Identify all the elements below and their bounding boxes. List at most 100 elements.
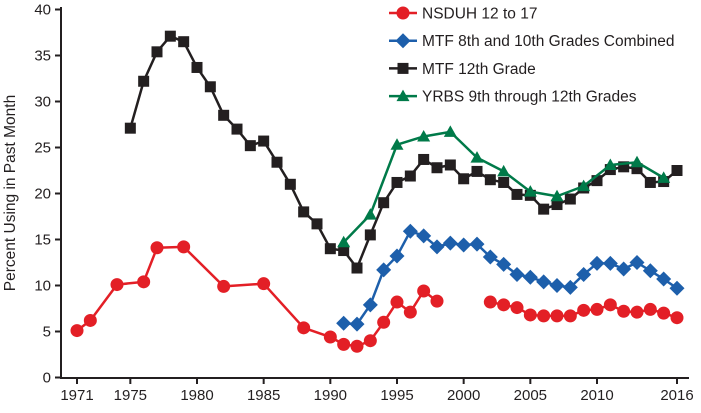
data-point-square xyxy=(564,193,576,205)
data-point-diamond xyxy=(442,235,458,251)
data-point-square xyxy=(271,156,283,168)
data-point-diamond xyxy=(549,278,565,293)
data-point-triangle xyxy=(577,179,591,192)
data-point-circle xyxy=(590,302,604,316)
y-tick-label: 25 xyxy=(34,140,51,157)
data-point-diamond xyxy=(482,249,498,265)
data-point-diamond xyxy=(616,261,632,277)
data-point-circle xyxy=(417,284,431,298)
data-point-diamond xyxy=(336,315,352,331)
data-point-circle xyxy=(110,278,124,292)
data-point-triangle xyxy=(603,158,617,170)
y-tick-label: 30 xyxy=(34,94,51,111)
data-point-triangle xyxy=(550,189,564,202)
data-point-triangle xyxy=(390,138,404,150)
data-point-circle xyxy=(323,330,337,344)
legend-label: MTF 8th and 10th Grades Combined xyxy=(422,33,674,50)
y-tick-label: 15 xyxy=(34,232,51,249)
data-point-triangle xyxy=(657,171,671,183)
legend-item: YRBS 9th through 12th Grades xyxy=(389,89,637,106)
data-point-circle xyxy=(430,294,444,308)
data-point-square xyxy=(311,218,323,230)
data-point-diamond xyxy=(456,237,472,253)
y-tick-label: 35 xyxy=(34,48,51,65)
data-point-diamond xyxy=(669,280,685,296)
data-point-square xyxy=(397,62,409,74)
y-tick-label: 40 xyxy=(34,2,51,19)
data-point-square xyxy=(151,46,163,58)
data-point-diamond xyxy=(642,263,658,279)
data-point-diamond xyxy=(376,262,392,278)
x-tick-label: 1985 xyxy=(247,387,280,404)
data-point-diamond xyxy=(362,297,378,313)
x-tick-label: 1980 xyxy=(180,387,213,404)
data-point-circle xyxy=(350,339,364,353)
axes: 0 5 10 15 20 25 30 35 40 1971 1975 1980 1985 1990 1995… xyxy=(34,2,693,405)
x-tick-label: 2016 xyxy=(660,387,693,404)
y-tick-label: 0 xyxy=(43,370,51,387)
data-point-square xyxy=(231,123,243,135)
legend-label: MTF 12th Grade xyxy=(422,61,536,78)
x-tick-label: 1971 xyxy=(60,387,93,404)
series-line xyxy=(75,245,439,348)
data-point-diamond xyxy=(536,274,552,290)
data-point-circle xyxy=(510,301,524,315)
data-point-circle xyxy=(670,311,684,325)
data-point-square xyxy=(631,163,643,175)
data-point-square xyxy=(244,140,256,152)
data-point-circle xyxy=(337,337,351,351)
legend: NSDUH 12 to 17 MTF 8th and 10th Grades Co… xyxy=(389,6,674,106)
legend-label: NSDUH 12 to 17 xyxy=(422,6,537,23)
data-point-square xyxy=(164,30,176,42)
data-point-diamond xyxy=(402,223,418,239)
data-point-circle xyxy=(550,309,564,323)
data-point-square xyxy=(324,243,336,255)
series-circle xyxy=(70,240,684,353)
data-point-square xyxy=(204,81,216,93)
data-point-diamond xyxy=(629,255,645,270)
legend-item: NSDUH 12 to 17 xyxy=(389,6,537,23)
legend-item: MTF 12th Grade xyxy=(389,61,536,78)
data-point-circle xyxy=(177,240,191,254)
y-tick-label: 10 xyxy=(34,278,51,295)
data-point-circle xyxy=(70,324,84,338)
data-point-circle xyxy=(483,295,497,309)
data-point-diamond xyxy=(389,248,405,264)
data-point-square xyxy=(191,61,203,73)
data-point-square xyxy=(298,206,310,218)
data-point-square xyxy=(378,197,390,209)
data-point-triangle xyxy=(497,164,511,177)
x-tick-label: 2010 xyxy=(580,387,613,404)
x-tick-label: 1975 xyxy=(114,387,147,404)
data-point-triangle xyxy=(630,155,644,168)
data-point-circle xyxy=(363,334,377,348)
data-point-circle xyxy=(377,315,391,329)
x-tick-label: 2005 xyxy=(514,387,547,404)
y-tick-label: 20 xyxy=(34,186,51,203)
data-series xyxy=(70,30,685,353)
data-point-square xyxy=(431,162,443,174)
data-point-diamond xyxy=(395,33,411,49)
data-point-square xyxy=(351,262,363,274)
data-point-circle xyxy=(403,305,417,319)
data-point-circle xyxy=(603,298,617,312)
data-point-square xyxy=(338,245,350,257)
data-point-diamond xyxy=(349,316,365,332)
data-point-square xyxy=(218,109,230,121)
x-tick-label: 2000 xyxy=(447,387,480,404)
legend-label: YRBS 9th through 12th Grades xyxy=(422,89,637,106)
data-point-triangle xyxy=(470,151,484,163)
data-point-square xyxy=(671,165,683,176)
data-point-square xyxy=(644,176,656,188)
data-point-square xyxy=(418,153,430,165)
data-point-circle xyxy=(396,6,410,20)
data-point-circle xyxy=(643,302,657,316)
data-point-circle xyxy=(537,309,551,323)
data-point-square xyxy=(591,175,603,187)
data-point-diamond xyxy=(496,256,512,272)
data-point-square xyxy=(124,122,136,134)
data-point-circle xyxy=(83,313,97,327)
legend-item: MTF 8th and 10th Grades Combined xyxy=(389,33,674,50)
data-point-triangle xyxy=(337,235,351,248)
